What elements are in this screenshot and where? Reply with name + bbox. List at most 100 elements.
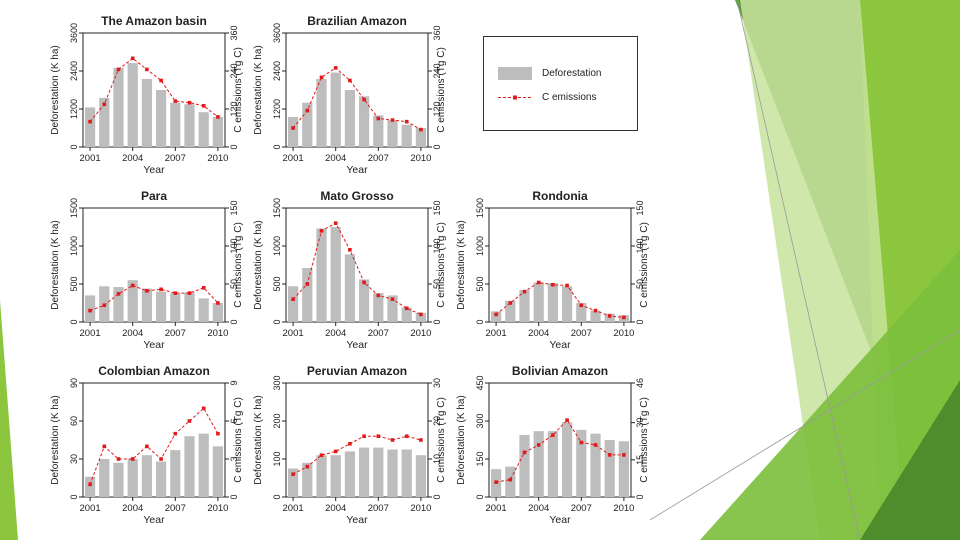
- bar-deforestation-2006: [358, 96, 370, 147]
- bar-deforestation-2003: [113, 462, 124, 497]
- emissions-point-2009: [201, 104, 206, 108]
- emissions-point-2007: [173, 431, 178, 436]
- y2-tick-label: 100: [635, 238, 645, 253]
- y2-tick-label: 120: [432, 101, 442, 116]
- bar-deforestation-2001: [287, 286, 299, 322]
- chart-panel-colombian-amazon: Colombian Amazon 0 30 60 90 0 3 6 9 2001 2004 2007 2…: [45, 361, 245, 531]
- y-tick-label: 300: [272, 375, 282, 390]
- bar-deforestation-2003: [316, 78, 327, 147]
- emissions-point-2003: [522, 450, 527, 455]
- emissions-point-2006: [159, 287, 163, 292]
- y-tick-label: 1000: [475, 236, 485, 256]
- emissions-point-2002: [102, 444, 107, 449]
- y-tick-label: 90: [69, 378, 79, 388]
- bar-deforestation-2004: [533, 282, 544, 322]
- emissions-point-2009: [201, 286, 206, 290]
- bar-deforestation-2005: [141, 288, 153, 322]
- emissions-line: [89, 407, 219, 485]
- emissions-point-2003: [319, 75, 324, 80]
- y2-axis-label: C emissions (Tg C): [233, 397, 244, 483]
- y-tick-label: 0: [272, 319, 282, 324]
- y-tick-label: 60: [69, 416, 79, 426]
- bar-deforestation-2010: [212, 303, 224, 322]
- legend-item-emissions: C emissions: [498, 91, 596, 104]
- chart-title: Peruvian Amazon: [307, 364, 407, 378]
- emissions-point-2009: [607, 453, 612, 457]
- emissions-point-2007: [376, 116, 381, 121]
- x-axis-label: Year: [346, 164, 368, 176]
- emissions-point-2008: [390, 297, 395, 301]
- bar-deforestation-2005: [141, 455, 153, 497]
- green-shape-deep: [860, 380, 960, 540]
- y-tick-label: 500: [69, 276, 79, 291]
- emissions-point-2003: [522, 289, 527, 294]
- chart-svg: Para 0 500 1000 1500 0 50 100 150 2001 2004 2007 201…: [50, 189, 244, 351]
- bar-deforestation-2009: [401, 449, 412, 497]
- x-axis-label: Year: [143, 514, 165, 526]
- bar-deforestation-2004: [330, 455, 341, 497]
- y2-axis-label: C emissions (Tg C): [436, 397, 447, 483]
- y-axis-label: Deforestation (K ha): [456, 395, 467, 485]
- x-tick-label: 2001: [283, 153, 304, 164]
- emissions-point-2006: [362, 280, 366, 285]
- x-tick-label: 2007: [165, 503, 186, 514]
- emissions-point-2002: [508, 477, 513, 482]
- bar-deforestation-2009: [198, 298, 209, 322]
- x-tick-label: 2001: [80, 153, 101, 164]
- chart-svg: Bolivian Amazon 0 150 300 450 0 15 30 46 2001 2004…: [456, 364, 650, 526]
- y-tick-label: 150: [475, 451, 485, 466]
- y-tick-label: 0: [272, 144, 282, 149]
- chart-svg: Peruvian Amazon 0 100 200 300 0 10 20 30 2001 2004…: [253, 364, 447, 526]
- chart-svg: Rondonia 0 500 1000 1500 0 50 100 150 2001 2004 200…: [456, 189, 650, 351]
- emissions-point-2008: [187, 419, 192, 423]
- plot-frame: [488, 382, 632, 498]
- emissions-line: [495, 281, 624, 318]
- bar-deforestation-2005: [141, 78, 153, 147]
- thin-line-2: [649, 329, 960, 521]
- x-tick-label: 2001: [486, 328, 507, 339]
- x-tick-label: 2004: [528, 328, 549, 339]
- bar-deforestation-2007: [170, 293, 181, 322]
- y2-tick-label: 150: [229, 200, 239, 215]
- emissions-point-2005: [145, 67, 149, 72]
- x-tick-label: 2010: [410, 503, 431, 514]
- thin-line-1: [736, 0, 861, 540]
- bar-deforestation-2008: [387, 120, 398, 147]
- y-tick-label: 1500: [69, 198, 79, 218]
- x-tick-label: 2007: [571, 328, 592, 339]
- chart-legend: Deforestation C emissions: [483, 36, 638, 131]
- emissions-point-2008: [390, 438, 395, 442]
- bar-deforestation-2007: [576, 429, 587, 497]
- y-tick-label: 200: [272, 413, 282, 428]
- bar-deforestation-2008: [590, 433, 601, 497]
- emissions-point-2002: [508, 301, 513, 305]
- y2-tick-label: 240: [432, 63, 442, 78]
- emissions-point-2003: [116, 67, 121, 72]
- y-tick-label: 2400: [69, 61, 79, 81]
- y2-tick-label: 0: [432, 319, 442, 324]
- bar-deforestation-2003: [316, 455, 327, 497]
- y-tick-label: 450: [475, 375, 485, 390]
- bar-deforestation-2002: [99, 97, 110, 147]
- green-left-sliver: [0, 300, 18, 540]
- y2-tick-label: 50: [432, 279, 442, 289]
- emissions-point-2010: [216, 301, 220, 305]
- bar-deforestation-2006: [561, 422, 573, 497]
- legend-bar-swatch: [498, 67, 532, 80]
- legend-line-swatch: [498, 91, 532, 104]
- emissions-point-2003: [319, 453, 324, 457]
- bar-deforestation-2001: [84, 295, 96, 322]
- y2-axis-label: C emissions (Tg C): [639, 222, 650, 308]
- bar-deforestation-2005: [344, 254, 356, 322]
- y-tick-label: 1500: [475, 198, 485, 218]
- x-tick-label: 2001: [283, 328, 304, 339]
- bar-deforestation-2006: [561, 286, 573, 322]
- bar-deforestation-2009: [604, 440, 615, 497]
- emissions-point-2006: [565, 283, 569, 288]
- x-tick-label: 2010: [207, 153, 228, 164]
- bar-deforestation-2004: [330, 227, 341, 322]
- emissions-point-2002: [102, 303, 107, 308]
- emissions-line: [292, 435, 422, 475]
- emissions-point-2007: [173, 291, 178, 295]
- y-tick-label: 0: [475, 494, 485, 499]
